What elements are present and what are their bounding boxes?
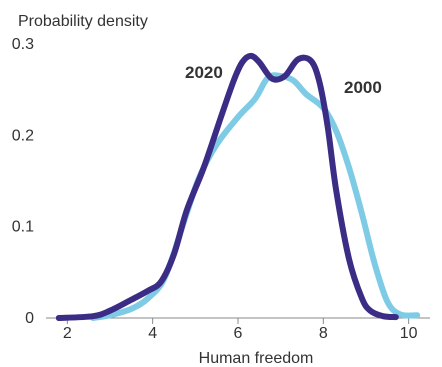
x-tick-label: 2 xyxy=(63,325,72,342)
y-tick-label: 0.3 xyxy=(12,36,34,53)
series-label-2000: 2000 xyxy=(344,78,382,97)
x-tick-label: 10 xyxy=(400,325,418,342)
x-axis-title: Human freedom xyxy=(199,350,314,367)
x-tick-label: 6 xyxy=(234,325,243,342)
y-axis-ticks: 0 0.1 0.2 0.3 xyxy=(12,36,34,327)
x-tick-label: 4 xyxy=(148,325,157,342)
y-tick-label: 0 xyxy=(25,310,34,327)
series-lines xyxy=(55,52,421,321)
series-label-2020: 2020 xyxy=(185,63,223,82)
x-tick-label: 8 xyxy=(319,325,328,342)
y-tick-label: 0.1 xyxy=(12,219,34,236)
series-line-2000 xyxy=(89,72,421,321)
x-axis-ticks: 2 4 6 8 10 xyxy=(63,318,418,342)
y-axis-title: Probability density xyxy=(18,13,148,30)
series-line-2020 xyxy=(55,52,399,321)
y-tick-label: 0.2 xyxy=(12,127,34,144)
